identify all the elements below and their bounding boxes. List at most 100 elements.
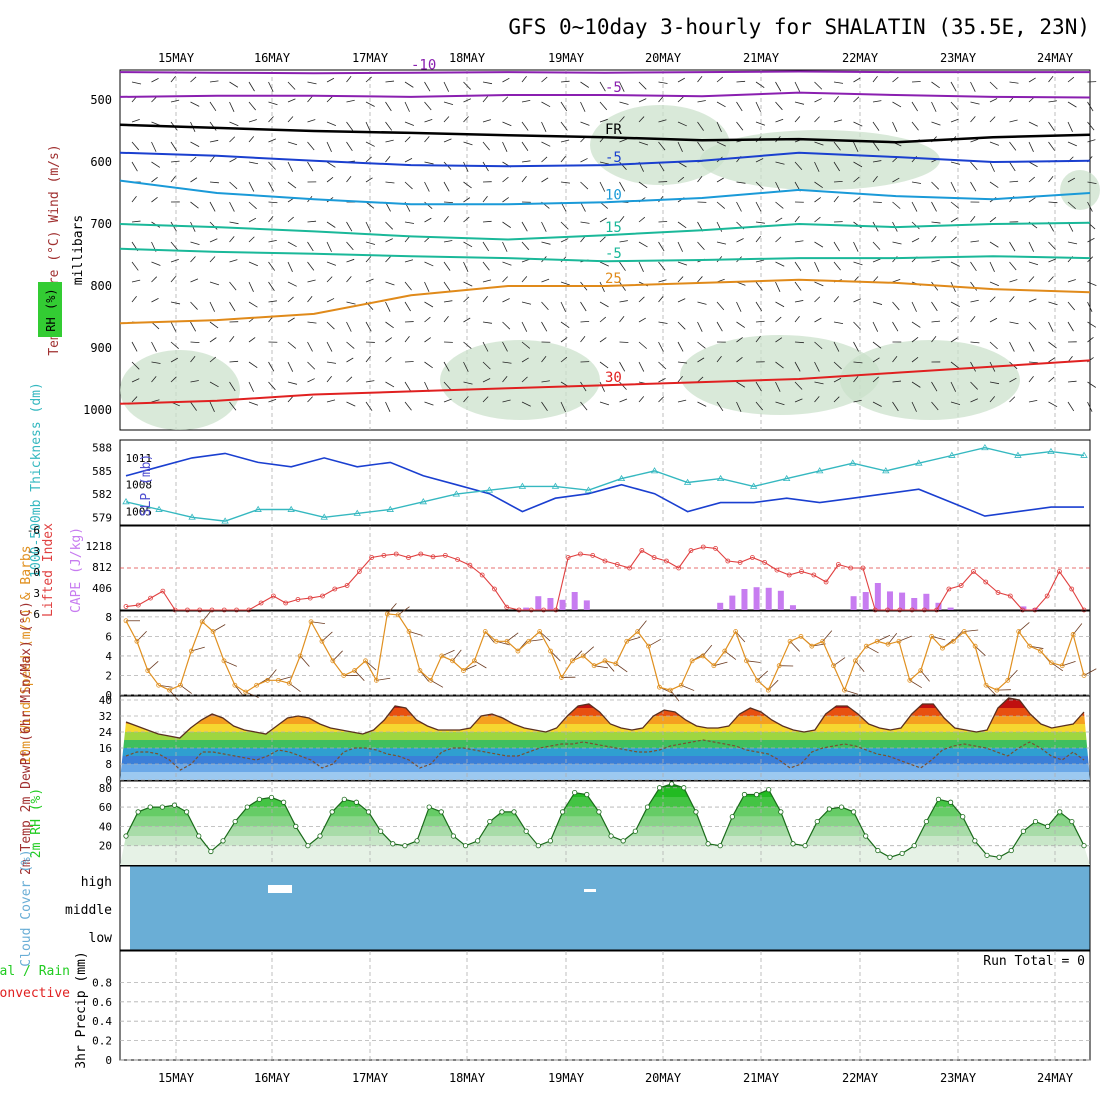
wind-barb [229, 136, 236, 143]
wind-barb [892, 101, 902, 108]
wind-barb [307, 241, 314, 252]
cape-bar [753, 587, 760, 610]
cape-ylabel: CAPE (J/kg) [69, 527, 84, 613]
wind-barb [736, 201, 742, 212]
wind-barb [931, 101, 937, 112]
li-marker [393, 551, 399, 557]
li-marker [1057, 569, 1062, 574]
wind-barb [502, 141, 508, 152]
wind-barb [931, 259, 940, 263]
wind-barb [326, 321, 335, 330]
li-marker [946, 586, 952, 592]
rh-marker [608, 833, 614, 839]
wind-barb [677, 399, 687, 403]
pressure-tick-label: 900 [90, 341, 112, 355]
wind-barb [482, 96, 489, 103]
wind-barb [1087, 321, 1097, 328]
rh-marker [438, 809, 444, 815]
li-marker [406, 555, 411, 560]
wind-barb [1028, 176, 1035, 183]
rh-marker [960, 814, 966, 820]
rh-tick-label: 40 [99, 820, 112, 833]
wind-barb [385, 281, 395, 286]
wind-barb [697, 276, 703, 283]
wind-barb [775, 181, 781, 192]
wind-barb [950, 161, 961, 165]
thickness-tick-label: 585 [92, 465, 112, 478]
cape-bar [850, 596, 857, 610]
wind-barb [794, 161, 803, 171]
rh-marker [1045, 823, 1051, 829]
wind-barb [268, 216, 274, 223]
wind-ylabel: 10m Wind Speed (m/s) & Barbs [19, 545, 34, 764]
wind-barb [638, 81, 647, 90]
wind-barb [268, 81, 274, 92]
rh-shade [1060, 170, 1100, 210]
wind-marker [286, 680, 292, 686]
li-marker [381, 553, 387, 558]
wind-marker [678, 682, 684, 688]
wind-barb [365, 401, 373, 411]
wind-barb [716, 221, 723, 232]
wind-barb [1067, 76, 1075, 83]
thickness-marker [551, 482, 560, 489]
pressure-tick-label: 800 [90, 279, 112, 293]
cape-bar [923, 593, 930, 610]
wind-barb [1087, 181, 1097, 185]
wind-barb [541, 221, 547, 232]
wind-barb [209, 139, 219, 143]
thickness-tick-label: 588 [92, 442, 112, 455]
wind-barb [443, 381, 452, 390]
wind-barb [209, 101, 217, 112]
wind-barb [424, 301, 434, 308]
rh-marker [244, 804, 250, 810]
wind-barb [1028, 399, 1038, 403]
temp-line [125, 697, 1085, 739]
wind-barb [268, 239, 277, 243]
wind-barb [794, 300, 804, 303]
wind-barb [209, 221, 218, 230]
wind-barb [521, 357, 529, 363]
wind-barb [619, 116, 625, 123]
li-marker [172, 607, 178, 613]
wind-barb [307, 119, 316, 123]
wind-barb [931, 81, 940, 89]
wind-barb [248, 281, 254, 292]
wind-marker [765, 687, 771, 693]
temperature-contour [119, 179, 1091, 206]
wind-barb [190, 76, 197, 83]
wind-barb [229, 360, 239, 363]
wind-barb [814, 281, 824, 287]
date-label-top: 19MAY [548, 51, 585, 65]
wind-barb [385, 121, 393, 131]
wind-barb [131, 296, 137, 303]
wind-barb [814, 296, 821, 303]
date-label-top: 21MAY [743, 51, 780, 65]
li-marker [676, 565, 682, 571]
wind-barb [287, 161, 294, 172]
wind-barb [229, 81, 239, 88]
cloud-row-label: high [81, 875, 112, 890]
wind-barb [599, 81, 606, 92]
wind-barb [326, 276, 333, 283]
wind-barb [151, 177, 158, 183]
wind-marker [755, 677, 760, 683]
temp-band [120, 724, 1090, 732]
wind-barb [248, 381, 254, 392]
rh-marker [753, 791, 760, 798]
wind-barb [775, 361, 784, 369]
wind-barb [989, 116, 996, 123]
date-label-top: 20MAY [645, 51, 682, 65]
wind-barb [404, 381, 411, 392]
thickness-ylabel: 1000-500mb Thickness (dm) [29, 382, 44, 578]
wind-barb [151, 96, 158, 103]
rh-marker [1020, 828, 1026, 834]
wind-barb [287, 396, 294, 403]
wind-barb [1067, 177, 1076, 183]
wind-barb [229, 259, 238, 263]
wind-barb [911, 81, 921, 83]
wind-barb [638, 361, 645, 372]
wind-marker [896, 638, 902, 644]
wind-barb [307, 378, 315, 383]
wind-barb [580, 101, 586, 112]
